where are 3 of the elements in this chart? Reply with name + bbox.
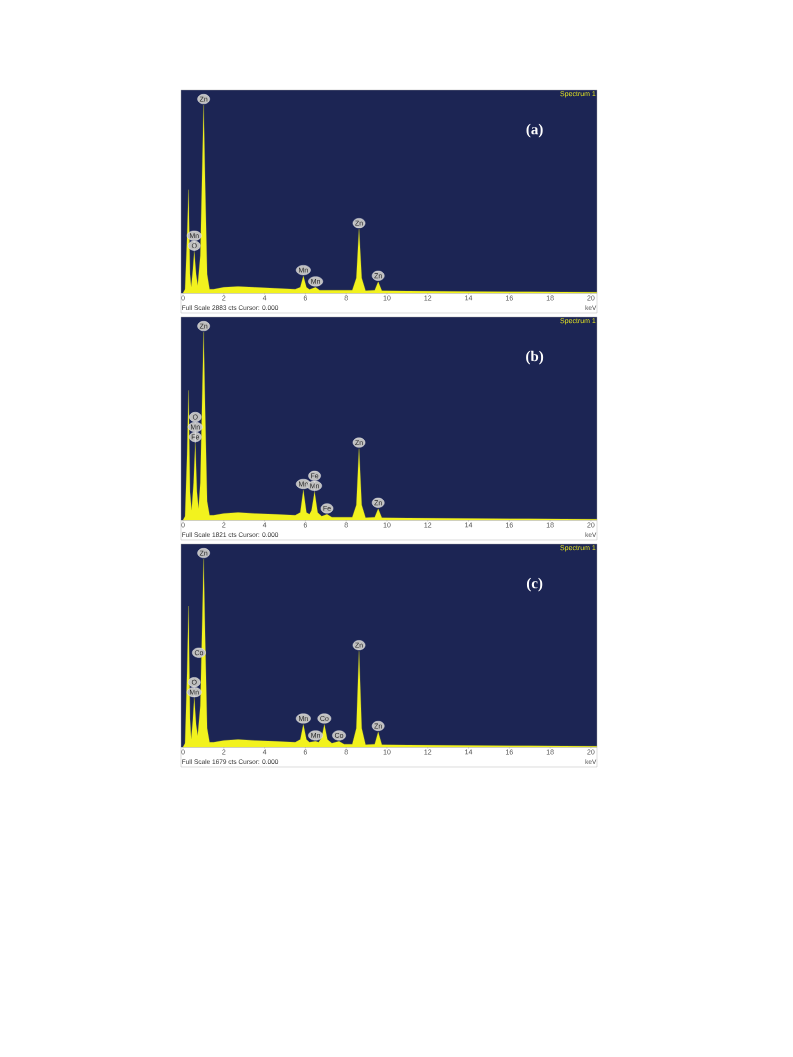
text: (a) bbox=[526, 123, 543, 138]
text: (c) bbox=[526, 577, 543, 592]
text: (b) bbox=[526, 350, 544, 365]
